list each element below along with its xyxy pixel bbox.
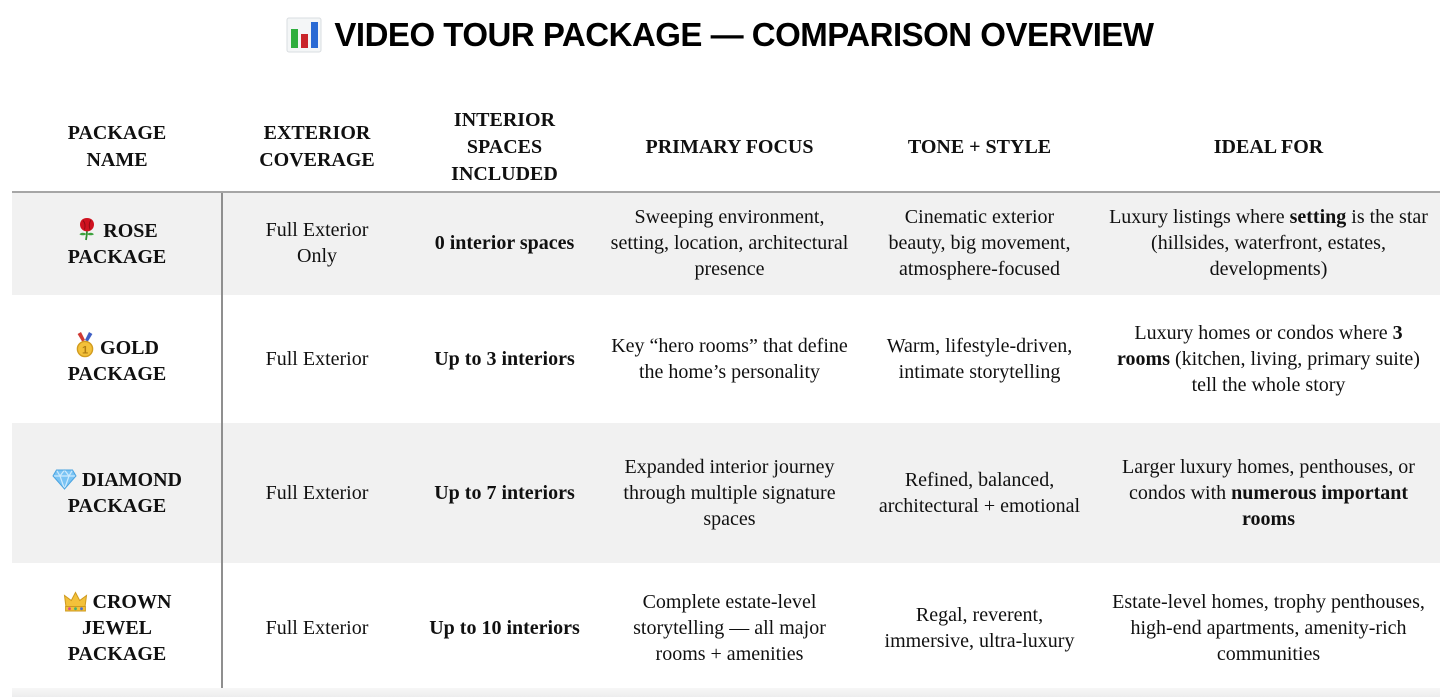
- tone-style-cell: Refined, balanced, architectural + emoti…: [878, 469, 1081, 517]
- ideal-for-cell: Luxury homes or condos where 3 rooms (ki…: [1117, 322, 1420, 396]
- primary-focus-cell: Sweeping environment, setting, location,…: [610, 206, 849, 280]
- page-title-text: VIDEO TOUR PACKAGE — COMPARISON OVERVIEW: [334, 16, 1154, 53]
- column-header-ideal-for: IDEAL FOR: [1213, 135, 1324, 158]
- column-header-interior-spaces: INTERIOR SPACES INCLUDED: [451, 108, 558, 185]
- exterior-coverage-cell: Full Exterior: [265, 617, 369, 639]
- primary-focus-cell: Expanded interior journey through multip…: [623, 456, 836, 530]
- interior-spaces-cell: 0 interior spaces: [434, 232, 575, 254]
- interior-spaces-cell: Up to 10 interiors: [429, 617, 580, 639]
- table-row-crown-jewel-package: CROWN JEWEL PACKAGE Full Exterior Up to …: [12, 563, 1440, 693]
- table-row-rose-package: ROSE PACKAGE Full Exterior Only 0 interi…: [12, 191, 1440, 295]
- gold-medal-icon: 1: [75, 331, 100, 359]
- package-name: ROSE PACKAGE: [67, 219, 167, 268]
- tone-style-cell: Warm, lifestyle-driven, intimate storyte…: [886, 335, 1073, 383]
- exterior-coverage-cell: Full Exterior: [265, 348, 369, 370]
- exterior-coverage-cell: Full Exterior: [265, 482, 369, 504]
- primary-focus-cell: Key “hero rooms” that define the home’s …: [611, 335, 848, 383]
- package-name: DIAMOND PACKAGE: [67, 469, 182, 517]
- column-header-primary-focus: PRIMARY FOCUS: [645, 135, 814, 158]
- bar-chart-icon: [286, 17, 322, 53]
- crown-icon: [63, 591, 93, 613]
- column-header-exterior-coverage: EXTERIOR COVERAGE: [259, 122, 375, 171]
- exterior-coverage-cell: Full Exterior Only: [265, 219, 369, 267]
- table-row-diamond-package: DIAMOND PACKAGE Full Exterior Up to 7 in…: [12, 423, 1440, 563]
- package-name-cell: CROWN JEWEL PACKAGE: [12, 563, 222, 693]
- package-name: CROWN JEWEL PACKAGE: [67, 591, 172, 665]
- page-title: VIDEO TOUR PACKAGE — COMPARISON OVERVIEW: [0, 16, 1440, 54]
- svg-text:1: 1: [82, 344, 88, 356]
- ideal-for-cell: Estate-level homes, trophy penthouses, h…: [1112, 591, 1425, 665]
- comparison-table: PACKAGE NAME EXTERIOR COVERAGE INTERIOR …: [12, 103, 1440, 693]
- tone-style-cell: Cinematic exterior beauty, big movement,…: [888, 206, 1071, 280]
- interior-spaces-cell: Up to 3 interiors: [434, 348, 575, 370]
- header-rule: [12, 191, 1440, 193]
- next-row-edge: [12, 688, 1440, 697]
- rose-icon: [76, 217, 103, 242]
- ideal-for-cell: Luxury listings where setting is the sta…: [1109, 206, 1428, 280]
- column-header-tone-style: TONE + STYLE: [907, 135, 1052, 158]
- interior-spaces-cell: Up to 7 interiors: [434, 482, 575, 504]
- package-name: GOLD PACKAGE: [67, 336, 167, 385]
- tone-style-cell: Regal, reverent, immersive, ultra-luxury: [884, 604, 1075, 652]
- table-header-row: PACKAGE NAME EXTERIOR COVERAGE INTERIOR …: [12, 103, 1440, 191]
- ideal-for-cell: Larger luxury homes, penthouses, or cond…: [1122, 456, 1415, 530]
- package-name-cell: 1 GOLD PACKAGE: [12, 295, 222, 423]
- primary-focus-cell: Complete estate-level storytelling — all…: [633, 591, 826, 665]
- diamond-icon: [52, 469, 82, 491]
- package-name-cell: ROSE PACKAGE: [12, 191, 222, 295]
- package-name-cell: DIAMOND PACKAGE: [12, 423, 222, 563]
- package-column-divider: [221, 193, 223, 697]
- column-header-package-name: PACKAGE NAME: [67, 122, 167, 171]
- table-row-gold-package: 1 GOLD PACKAGE Full Exterior Up to 3 int…: [12, 295, 1440, 423]
